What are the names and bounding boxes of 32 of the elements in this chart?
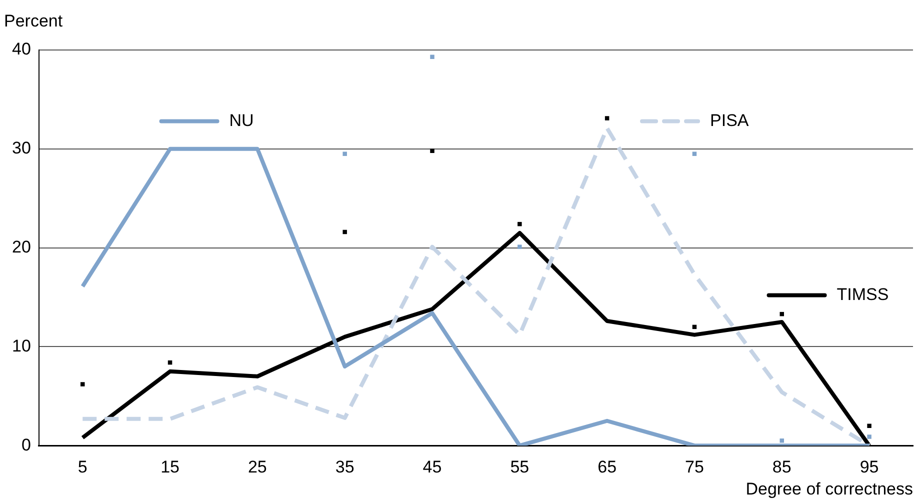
x-tick-label: 85 <box>772 457 792 476</box>
x-tick-label: 5 <box>78 457 88 476</box>
point <box>867 434 872 439</box>
x-tick-label: 55 <box>510 457 530 476</box>
point <box>518 222 522 226</box>
point <box>604 116 610 120</box>
y-tick-label: 10 <box>12 336 31 356</box>
point <box>342 230 347 234</box>
y-tick-label: 0 <box>21 435 31 454</box>
point <box>867 424 872 428</box>
x-tick-label: 35 <box>335 457 354 476</box>
point <box>80 382 85 386</box>
point <box>430 148 434 153</box>
legend-label: PISA <box>710 110 750 130</box>
y-tick-label: 30 <box>12 138 31 158</box>
x-tick-label: 95 <box>860 457 879 476</box>
legend-label: TIMSS <box>836 284 889 304</box>
x-tick-label: 65 <box>598 457 617 476</box>
x-axis-title: Degree of correctness <box>746 480 913 499</box>
y-axis-title: Percent <box>4 12 63 31</box>
point <box>430 54 434 60</box>
x-tick-label: 25 <box>248 457 267 476</box>
x-tick-label: 75 <box>685 457 704 476</box>
point <box>518 244 522 249</box>
point <box>342 152 347 156</box>
y-tick-label: 40 <box>12 40 31 59</box>
point <box>692 152 697 156</box>
y-tick-label: 20 <box>12 237 31 256</box>
point <box>780 438 784 443</box>
x-tick-label: 45 <box>422 457 442 476</box>
x-tick-label: 15 <box>160 457 180 476</box>
legend-label: NU <box>229 110 254 130</box>
